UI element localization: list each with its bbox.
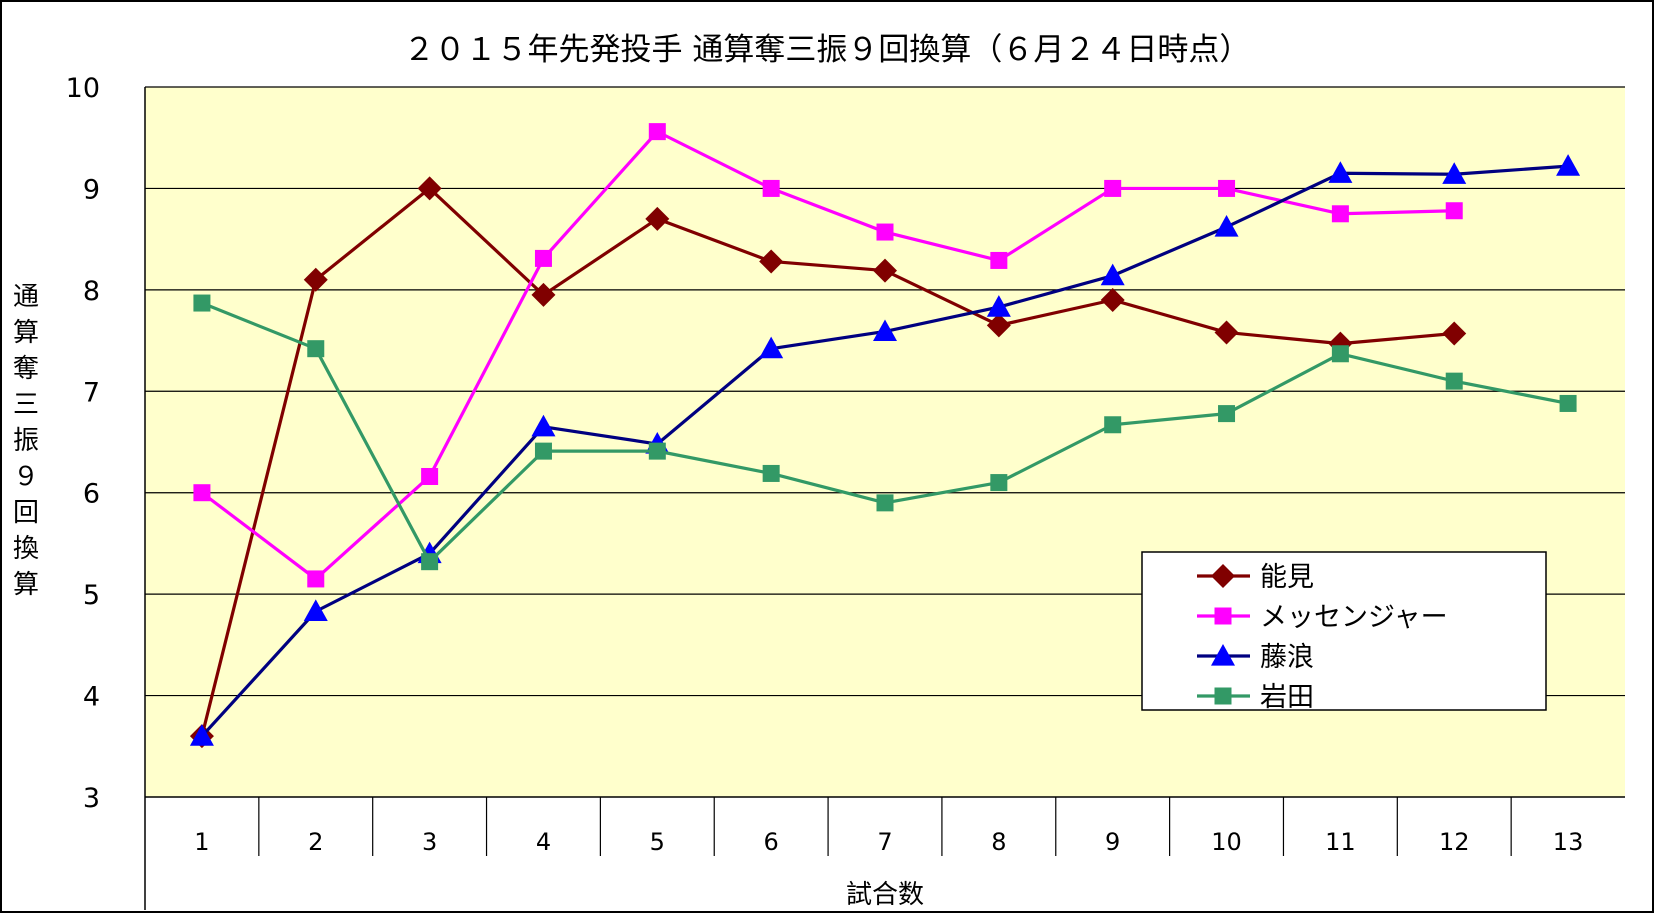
data-point <box>873 319 897 342</box>
y-tick-label: 5 <box>83 580 100 611</box>
data-point <box>303 267 328 292</box>
data-point <box>303 599 328 621</box>
data-point <box>1331 345 1349 363</box>
data-point <box>307 570 325 588</box>
legend-label: 岩田 <box>1260 682 1314 713</box>
data-point <box>1218 179 1236 197</box>
y-tick-label: 7 <box>83 377 100 408</box>
y-axis-label: 通算奪三振９回換算 <box>13 282 39 600</box>
legend-swatch-marker <box>1214 607 1232 625</box>
data-point <box>1218 405 1236 423</box>
data-point <box>762 464 780 482</box>
y-axis-label-char: 回 <box>13 498 39 528</box>
y-axis: 3 4 5 6 7 8 9 10 <box>66 73 100 814</box>
data-point <box>417 176 442 201</box>
x-tick-label: 8 <box>991 828 1006 856</box>
data-point <box>1331 205 1349 223</box>
y-tick-label: 10 <box>66 73 100 104</box>
data-point <box>193 294 211 312</box>
data-point <box>1328 161 1353 183</box>
data-point <box>531 282 556 307</box>
y-axis-label-char: ９ <box>13 462 39 492</box>
legend-swatch-marker <box>1214 687 1232 705</box>
data-point <box>421 553 439 571</box>
y-axis-label-char: 算 <box>13 570 39 600</box>
x-tick-label: 10 <box>1211 828 1242 856</box>
series-4 <box>193 294 1577 571</box>
data-point <box>307 340 325 358</box>
series-2 <box>193 123 1463 588</box>
x-tick-label: 12 <box>1439 828 1470 856</box>
data-point <box>645 206 670 231</box>
data-point <box>986 313 1011 338</box>
x-tick-label: 11 <box>1325 828 1356 856</box>
legend-box <box>1141 551 1547 711</box>
data-point <box>1214 214 1239 237</box>
y-tick-label: 6 <box>83 479 100 510</box>
x-tick-label: 1 <box>194 828 209 856</box>
y-tick-label: 3 <box>83 783 100 814</box>
data-point <box>1445 202 1463 220</box>
data-point <box>1214 320 1239 345</box>
y-axis-label-text: 通算奪三振９回換算 <box>13 282 39 600</box>
data-point <box>762 179 780 197</box>
series-1 <box>189 176 1467 749</box>
legend-swatch-marker <box>1211 564 1235 588</box>
x-tick-label: 6 <box>764 828 779 856</box>
data-point <box>1104 416 1122 434</box>
data-point <box>1556 154 1581 176</box>
y-tick-label: 8 <box>83 276 100 307</box>
data-point <box>759 249 784 274</box>
legend-label: 能見 <box>1260 562 1314 593</box>
y-tick-label: 4 <box>83 682 100 713</box>
data-point <box>648 442 666 460</box>
data-point <box>990 474 1008 492</box>
data-point <box>531 414 556 437</box>
x-tick-label: 7 <box>877 828 892 856</box>
data-point <box>1100 288 1125 312</box>
legend-swatch-marker <box>1211 644 1235 666</box>
x-tick-label: 3 <box>422 828 437 856</box>
data-point <box>759 336 784 359</box>
data-point <box>990 251 1008 269</box>
data-point <box>876 494 894 512</box>
y-axis-label-char: 振 <box>13 426 39 456</box>
x-axis-label: 試合数 <box>846 880 924 910</box>
x-tick-label: 9 <box>1105 828 1120 856</box>
x-axis: 1 2 3 4 5 6 7 8 9 10 11 12 13 <box>144 86 1625 910</box>
series-line <box>200 130 1455 581</box>
data-point <box>193 484 211 502</box>
data-point <box>1442 321 1467 346</box>
x-tick-label: 13 <box>1553 828 1584 856</box>
x-tick-label: 2 <box>308 828 323 856</box>
y-axis-label-char: 換 <box>13 534 39 564</box>
chart-title: ２０１５年先発投手 通算奪三振９回換算（６月２４日時点） <box>404 32 1251 68</box>
y-axis-label-char: 通 <box>13 282 39 312</box>
data-point <box>421 467 439 485</box>
data-point <box>1442 162 1467 184</box>
data-point <box>876 223 894 241</box>
data-point <box>1445 372 1463 390</box>
y-axis-label-char: 三 <box>13 390 39 420</box>
legend-label: メッセンジャー <box>1260 602 1448 633</box>
y-axis-label-char: 算 <box>13 318 39 348</box>
y-axis-label-char: 奪 <box>13 354 39 384</box>
data-point <box>648 123 666 141</box>
data-point <box>189 724 214 746</box>
data-point <box>1559 394 1577 412</box>
data-point <box>873 258 897 283</box>
data-point <box>534 249 552 267</box>
x-tick-label: 4 <box>536 828 551 856</box>
y-tick-label: 9 <box>83 174 100 205</box>
data-point <box>986 295 1011 317</box>
series-line <box>200 186 1455 737</box>
series-layer <box>189 123 1581 749</box>
data-point <box>1100 263 1125 286</box>
legend-label: 藤浪 <box>1260 642 1314 673</box>
data-point <box>1104 179 1122 197</box>
data-point <box>534 442 552 460</box>
x-tick-label: 5 <box>650 828 665 856</box>
